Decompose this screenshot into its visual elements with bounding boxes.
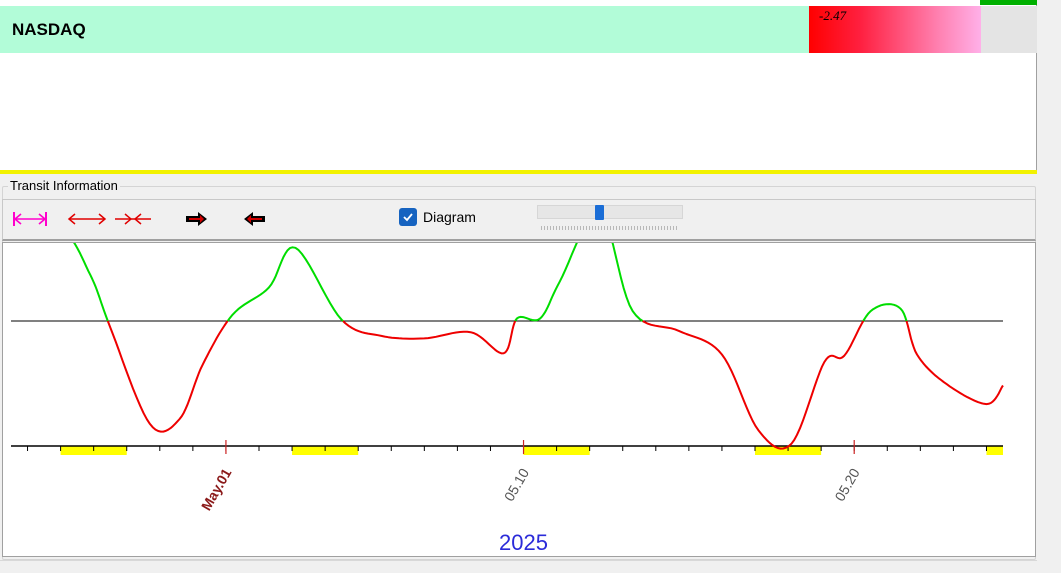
empty-cell — [981, 6, 1037, 53]
series-line-below — [642, 320, 865, 450]
watchlist-row-nasdaq[interactable]: NASDAQ -2.47 — [0, 6, 1037, 53]
splitter-highlight[interactable] — [0, 170, 1037, 174]
x-tick-label: May.01 — [198, 465, 235, 513]
series-line-above — [514, 243, 644, 322]
expand-range-icon[interactable] — [67, 208, 107, 230]
status-bar — [0, 560, 1037, 573]
year-label: 2025 — [499, 530, 548, 555]
change-value: -2.47 — [819, 8, 847, 23]
status-indicator — [980, 0, 1037, 5]
x-tick-label: 05.20 — [831, 465, 862, 504]
transit-chart: May.01 05.10 05.20 2025 — [2, 242, 1036, 557]
checkbox-box[interactable] — [399, 208, 417, 226]
x-tick-label: 05.10 — [501, 465, 532, 504]
diagram-label: Diagram — [423, 209, 476, 225]
series-line-above — [73, 243, 109, 322]
change-cell: -2.47 — [809, 6, 981, 53]
series-line-below — [905, 320, 1004, 406]
step-back-icon[interactable] — [240, 208, 268, 230]
watchlist-panel: NASDAQ -2.47 — [0, 0, 1037, 172]
transit-chart-svg: May.01 05.10 05.20 2025 — [11, 243, 1004, 555]
index-name: NASDAQ — [12, 20, 86, 39]
checkmark-icon — [403, 213, 413, 222]
series-line-above — [226, 246, 344, 322]
series-line-below — [342, 320, 517, 355]
transit-group-title: Transit Information — [8, 178, 120, 193]
scrollbar-area — [1037, 0, 1061, 573]
slider-ticks — [541, 226, 679, 230]
series-line-above — [862, 303, 908, 322]
slider-thumb[interactable] — [595, 205, 604, 220]
zoom-slider[interactable] — [537, 205, 683, 231]
step-forward-icon[interactable] — [183, 208, 211, 230]
slider-track[interactable] — [537, 205, 683, 219]
shrink-range-icon[interactable] — [113, 208, 153, 230]
series-line-below — [106, 320, 229, 433]
highlight-span — [986, 446, 1003, 455]
diagram-checkbox[interactable]: Diagram — [399, 208, 476, 226]
fit-range-icon[interactable] — [11, 208, 49, 230]
transit-toolbar: Diagram — [2, 199, 1036, 241]
